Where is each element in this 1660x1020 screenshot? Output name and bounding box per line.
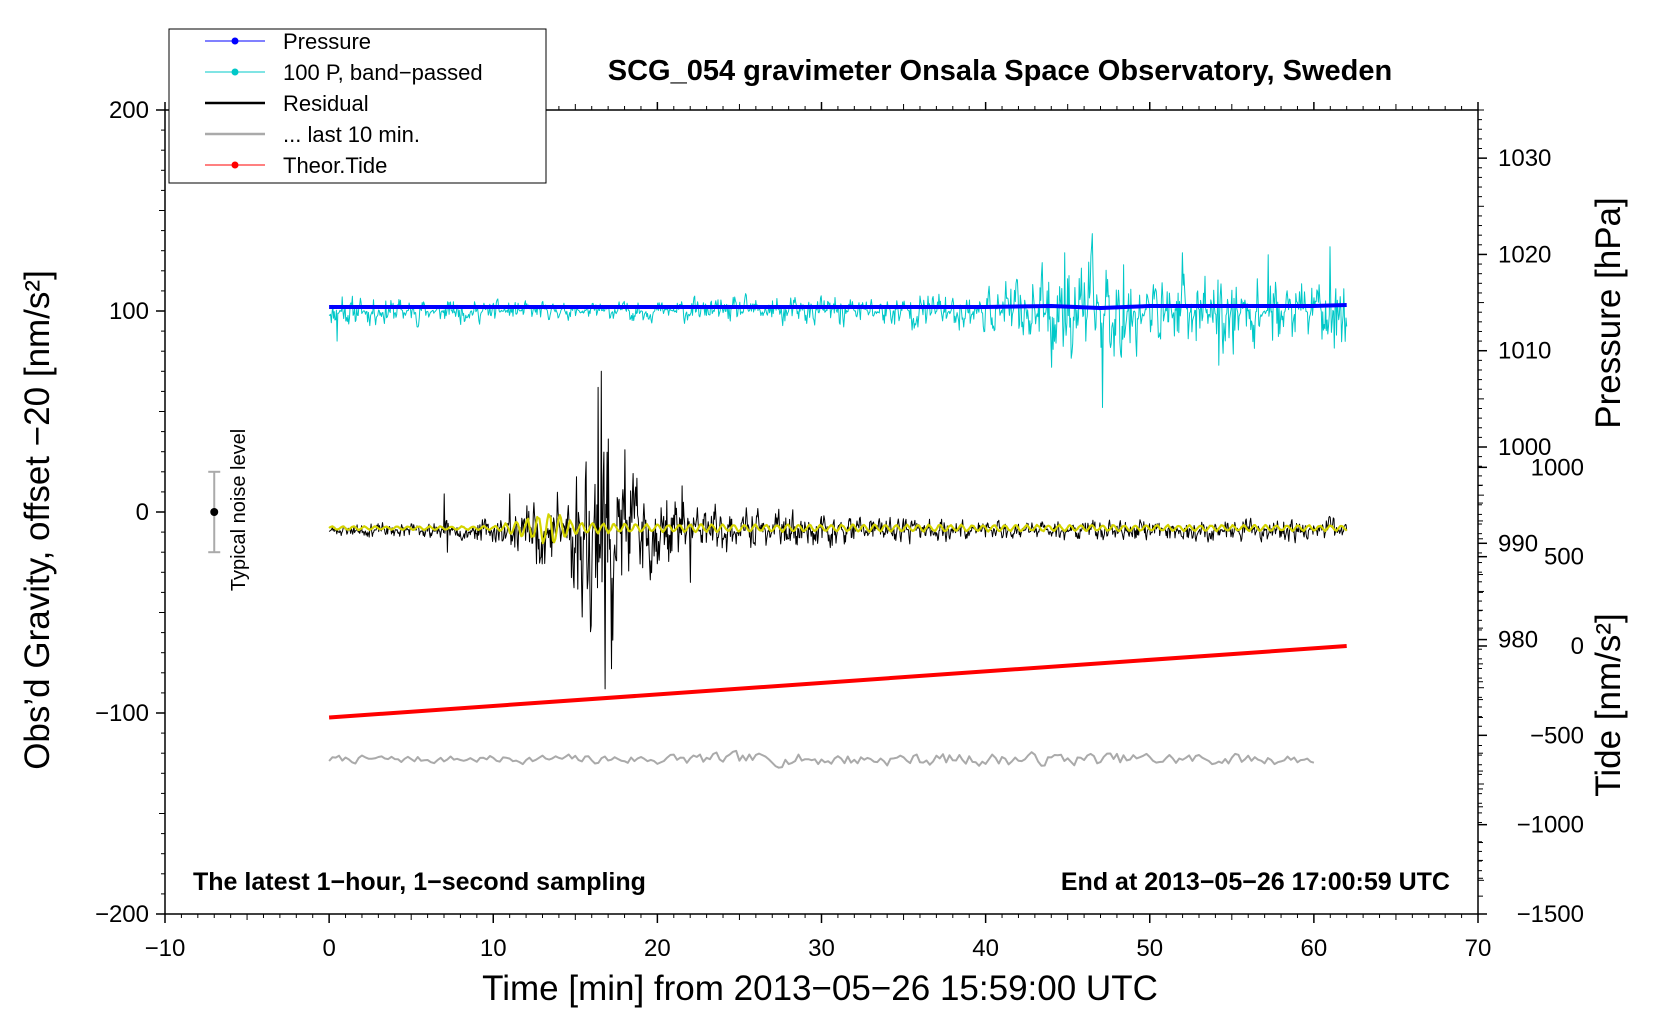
pressure-tick-label: 980 xyxy=(1498,627,1538,654)
legend-marker xyxy=(231,161,239,169)
tide-tick-label: 500 xyxy=(1544,544,1584,571)
noise-bar-center-dot xyxy=(210,508,219,516)
x-tick-label: 10 xyxy=(480,935,507,962)
x-tick-label: 50 xyxy=(1136,935,1163,962)
axes: −10 0 10 20 30 40 50 60 70−200−10001002009809901… xyxy=(95,97,1584,962)
legend-box xyxy=(168,28,547,184)
x-tick-label: 70 xyxy=(1465,935,1492,962)
tide-tick-label: −1000 xyxy=(1517,812,1584,839)
series-last-10-min xyxy=(328,749,1315,769)
legend-label: 100 P, band−passed xyxy=(283,60,483,85)
noise-level-label: Typical noise level xyxy=(228,429,250,591)
annotation-end-time: End at 2013−05−26 17:00:59 UTC xyxy=(1061,868,1450,896)
y-tick-label: 0 xyxy=(136,499,149,526)
pressure-tick-label: 990 xyxy=(1498,530,1538,557)
x-tick-label: 60 xyxy=(1301,935,1328,962)
pressure-tick-label: 1010 xyxy=(1498,338,1551,365)
x-tick-label: 0 xyxy=(322,935,335,962)
legend: Pressure 100 P, band−passed Residual ... la… xyxy=(168,28,547,184)
annotation-sampling: The latest 1−hour, 1−second sampling xyxy=(193,868,646,896)
x-tick-label: 20 xyxy=(644,935,671,962)
legend-entries: Pressure 100 P, band−passed Residual ... la… xyxy=(205,29,483,178)
y-axis-label: Obs’d Gravity, offset −20 [nm/s²] xyxy=(18,270,57,770)
pressure-axis-label: Pressure [hPa] xyxy=(1589,197,1628,429)
pressure-tick-label: 1020 xyxy=(1498,241,1551,268)
x-axis-label: Time [min] from 2013−05−26 15:59:00 UTC xyxy=(482,969,1158,1008)
legend-marker xyxy=(231,37,239,45)
pressure-tick-label: 1000 xyxy=(1498,434,1551,461)
tide-tick-label: 1000 xyxy=(1531,454,1584,481)
series-layer xyxy=(328,233,1348,769)
pressure-tick-label: 1030 xyxy=(1498,145,1551,172)
tide-tick-label: 0 xyxy=(1571,633,1584,660)
legend-marker xyxy=(231,68,239,76)
noise-bar xyxy=(208,470,221,554)
series-theor-tide xyxy=(328,644,1347,720)
chart-title: SCG_054 gravimeter Onsala Space Observat… xyxy=(608,55,1392,87)
series-residual-smoothed xyxy=(328,513,1348,545)
x-tick-label: 40 xyxy=(972,935,999,962)
legend-label: ... last 10 min. xyxy=(283,122,420,147)
y-tick-label: −200 xyxy=(95,901,149,928)
legend-label: Residual xyxy=(283,91,369,116)
y-tick-label: 100 xyxy=(109,298,149,325)
series-pressure xyxy=(329,303,1347,310)
tide-tick-label: −500 xyxy=(1530,722,1584,749)
x-tick-label: 30 xyxy=(808,935,835,962)
tide-tick-label: −1500 xyxy=(1517,901,1584,928)
y-tick-label: 200 xyxy=(109,97,149,124)
x-tick-label: −10 xyxy=(145,935,186,962)
tide-axis-label: Tide [nm/s²] xyxy=(1589,613,1628,796)
legend-label: Theor.Tide xyxy=(283,153,387,178)
legend-label: Pressure xyxy=(283,29,371,54)
y-tick-label: −100 xyxy=(95,700,149,727)
